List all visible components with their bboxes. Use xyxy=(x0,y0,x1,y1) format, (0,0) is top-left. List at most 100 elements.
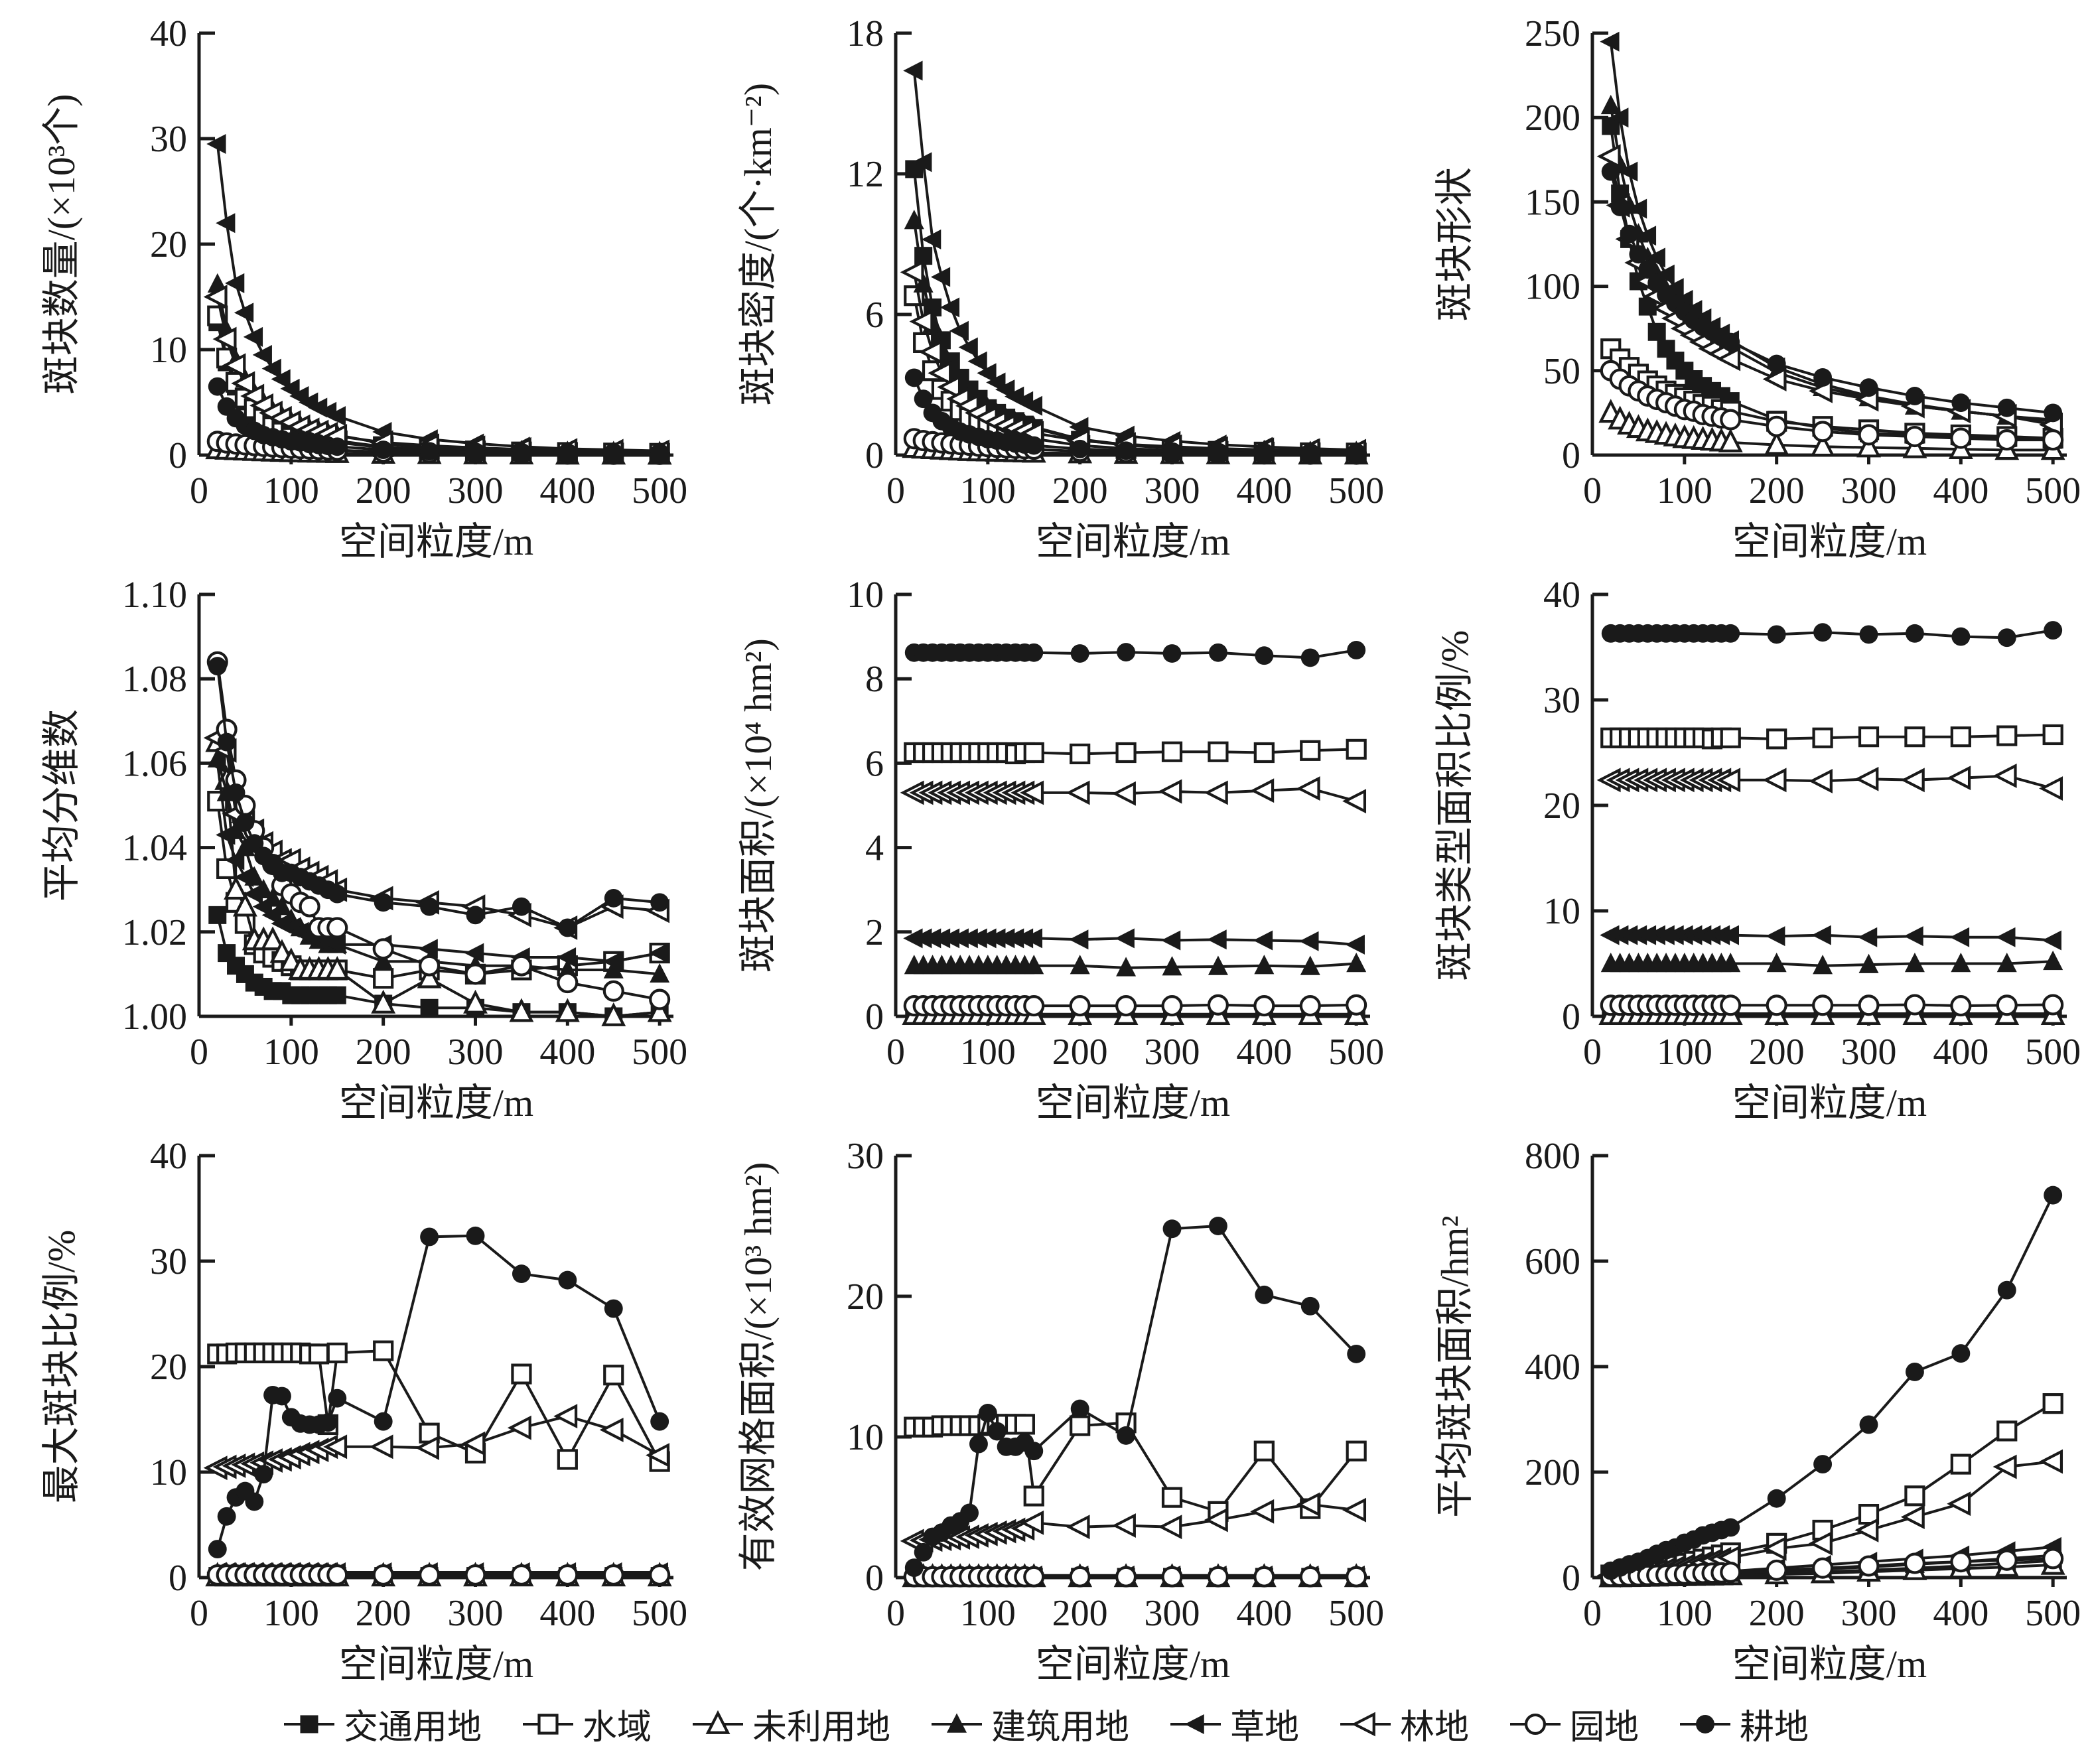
series-shuiyu xyxy=(1600,724,2063,750)
y-tick-label: 150 xyxy=(1525,182,1580,223)
series-gengdi xyxy=(1601,162,2063,423)
legend-item-jianzhu: 建筑用地 xyxy=(929,1699,1129,1749)
x-tick-label: 0 xyxy=(1583,470,1602,511)
x-tick-label: 400 xyxy=(1236,1593,1292,1634)
x-tick-label: 300 xyxy=(1145,1593,1200,1634)
y-tick-label: 200 xyxy=(1525,1452,1580,1493)
x-tick-label: 300 xyxy=(448,1032,504,1073)
x-tick-label: 0 xyxy=(886,1032,905,1073)
y-tick-label: 200 xyxy=(1525,98,1580,139)
x-tick-label: 500 xyxy=(632,470,687,511)
series-shuiyu xyxy=(904,738,1367,765)
legend-item-jiaotong: 交通用地 xyxy=(281,1699,482,1749)
legend-item-caodi: 草地 xyxy=(1168,1699,1299,1749)
y-tick-label: 4 xyxy=(865,828,884,869)
series-lindi xyxy=(900,1492,1367,1554)
y-tick-label: 1.10 xyxy=(122,575,187,616)
x-tick-label: 400 xyxy=(1236,1032,1292,1073)
legend-label: 交通用地 xyxy=(343,1709,482,1747)
x-tick-label: 200 xyxy=(1749,1593,1805,1634)
x-tick-label: 0 xyxy=(1583,1593,1602,1634)
x-axis-label: 空间粒度/m xyxy=(339,520,533,561)
x-tick-label: 400 xyxy=(539,1593,595,1634)
chart-patch-density: 0 6 12 18 0 100 200 300 400 500 斑块密度/(个·km⁻²) 空间粒度/… xyxy=(736,13,1384,563)
x-tick-label: 500 xyxy=(1328,1032,1384,1073)
legend-label: 水域 xyxy=(582,1709,652,1747)
series-lindi xyxy=(203,1404,670,1481)
x-tick-label: 200 xyxy=(1749,1032,1805,1073)
x-tick-label: 100 xyxy=(960,1032,1016,1073)
x-tick-label: 200 xyxy=(1052,470,1108,511)
circle-filled-legend-icon xyxy=(1680,1714,1731,1733)
series-weiliyong xyxy=(1598,399,2065,460)
x-tick-label: 0 xyxy=(190,1032,208,1073)
x-tick-label: 300 xyxy=(448,470,504,511)
triangle-up-filled-legend-icon xyxy=(931,1713,982,1733)
x-tick-label: 100 xyxy=(1657,1032,1712,1073)
y-tick-label: 10 xyxy=(150,1452,187,1493)
chart-mean-fractal-dimension: 1.00 1.02 1.04 1.06 1.08 1.10 0 100 200 300 400 500… xyxy=(40,575,687,1124)
x-tick-label: 200 xyxy=(356,1593,411,1634)
legend-label: 草地 xyxy=(1230,1709,1300,1747)
y-tick-label: 40 xyxy=(150,1136,187,1177)
y-tick-label: 2 xyxy=(865,912,884,953)
chart-cell-patch-count: 0 10 20 30 40 0 100 200 300 400 500 斑块数量/(×10³个) 空间粒… xyxy=(0,0,697,563)
chart-cell-patch-type-area-ratio: 0 10 20 30 40 0 100 200 300 400 500 斑块类型面积比例/% 空间粒度/… xyxy=(1393,561,2090,1124)
series-gengdi xyxy=(904,641,1366,667)
x-tick-label: 500 xyxy=(2025,470,2081,511)
y-tick-label: 20 xyxy=(150,224,187,265)
x-tick-label: 100 xyxy=(1657,1593,1712,1634)
x-tick-label: 500 xyxy=(2025,1593,2081,1634)
y-tick-label: 20 xyxy=(847,1276,884,1318)
series-yuandi xyxy=(903,1566,1367,1588)
axes xyxy=(197,1154,673,1587)
chart-mean-patch-area: 0 200 400 600 800 0 100 200 300 400 500 平均斑块面积/hm² 空… xyxy=(1433,1136,2081,1686)
legend-label: 未利用地 xyxy=(752,1709,890,1747)
y-tick-label: 10 xyxy=(847,575,884,616)
x-axis-label: 空间粒度/m xyxy=(339,1081,533,1122)
y-tick-label: 0 xyxy=(1562,435,1580,476)
series-gengdi xyxy=(208,1226,669,1559)
series-weiliyong xyxy=(205,728,672,1026)
y-axis-label: 斑块类型面积比例/% xyxy=(1433,630,1476,981)
x-axis-label: 空间粒度/m xyxy=(1732,520,1927,561)
chart-cell-largest-patch-ratio: 0 10 20 30 40 0 100 200 300 400 500 最大斑块比例/% 空间粒度/m xyxy=(0,1122,697,1686)
legend-item-weiliyong: 未利用地 xyxy=(690,1699,890,1749)
x-tick-label: 400 xyxy=(1236,470,1292,511)
x-tick-label: 500 xyxy=(1328,470,1384,511)
y-tick-label: 100 xyxy=(1525,267,1580,308)
x-tick-label: 500 xyxy=(1328,1593,1384,1634)
x-tick-label: 400 xyxy=(1933,1593,1988,1634)
y-tick-label: 0 xyxy=(865,996,884,1038)
y-tick-label: 30 xyxy=(150,1241,187,1282)
series-yuandi xyxy=(1600,360,2064,451)
x-tick-label: 300 xyxy=(1841,1593,1897,1634)
y-tick-label: 20 xyxy=(150,1347,187,1388)
y-tick-label: 1.06 xyxy=(122,743,187,784)
y-tick-label: 6 xyxy=(865,295,884,336)
x-tick-label: 300 xyxy=(1145,1032,1200,1073)
x-tick-label: 0 xyxy=(190,1593,208,1634)
y-tick-label: 1.00 xyxy=(122,996,187,1038)
y-tick-label: 0 xyxy=(1562,1558,1580,1599)
y-tick-label: 0 xyxy=(865,1558,884,1599)
y-tick-label: 6 xyxy=(865,743,884,784)
y-tick-label: 250 xyxy=(1525,13,1580,54)
legend-item-yuandi: 园地 xyxy=(1507,1699,1639,1749)
series-shuiyu xyxy=(904,1412,1367,1522)
series-caodi xyxy=(903,928,1365,955)
chart-cell-mean-patch-area: 0 200 400 600 800 0 100 200 300 400 500 平均斑块面积/hm² 空… xyxy=(1393,1122,2090,1686)
x-tick-label: 300 xyxy=(448,1593,504,1634)
series-lindi xyxy=(900,776,1367,814)
x-tick-label: 100 xyxy=(1657,470,1712,511)
x-tick-label: 500 xyxy=(2025,1032,2081,1073)
y-tick-label: 12 xyxy=(847,154,884,195)
x-tick-label: 100 xyxy=(263,1593,319,1634)
y-axis-label: 斑块形状 xyxy=(1433,167,1476,321)
x-tick-label: 500 xyxy=(632,1593,687,1634)
series-yuandi xyxy=(1600,994,2064,1017)
x-axis-label: 空间粒度/m xyxy=(1732,1081,1927,1122)
legend: 交通用地 水域 未利用地 建筑用地 草地 林地 园地 耕地 xyxy=(0,1684,2090,1764)
